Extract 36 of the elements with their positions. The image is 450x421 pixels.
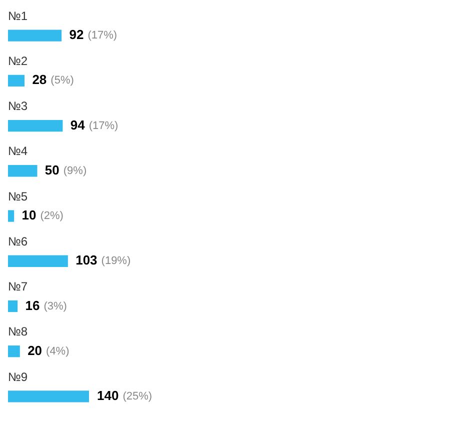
y-tick-label: №9	[8, 370, 28, 384]
text: (9%)	[63, 164, 87, 177]
data-label: 92	[69, 27, 84, 42]
y-tick-label: №5	[8, 189, 28, 204]
data-label: 50	[44, 162, 60, 178]
y-tick-label: №8	[8, 324, 28, 339]
data-label: 16	[25, 298, 40, 313]
bar	[8, 30, 62, 42]
bar	[8, 390, 89, 402]
y-tick-label: №6	[8, 234, 28, 248]
y-tick-label: №2	[8, 54, 28, 68]
text: (5%)	[50, 74, 74, 87]
bar	[8, 210, 14, 222]
bar	[8, 74, 25, 86]
bar	[8, 255, 68, 267]
text: (19%)	[101, 255, 131, 268]
bar	[8, 165, 38, 177]
bar	[8, 300, 18, 312]
bar	[8, 120, 63, 132]
y-tick-label: №4	[8, 144, 28, 158]
y-tick-label: №1	[8, 8, 28, 23]
text: (17%)	[88, 120, 118, 132]
data-label: 103	[76, 252, 98, 268]
data-label: 10	[22, 208, 36, 223]
text: (2%)	[40, 210, 64, 222]
data-label: 28	[32, 72, 47, 88]
text: (17%)	[88, 30, 118, 42]
data-label: 20	[28, 342, 42, 358]
y-tick-label: №7	[8, 280, 28, 294]
data-label: 94	[70, 117, 86, 132]
bar	[8, 346, 20, 358]
data-label: 140	[97, 388, 119, 404]
y-tick-label: №3	[8, 99, 28, 114]
text: (4%)	[46, 345, 70, 358]
text: (3%)	[44, 300, 67, 312]
text: (25%)	[122, 390, 152, 402]
